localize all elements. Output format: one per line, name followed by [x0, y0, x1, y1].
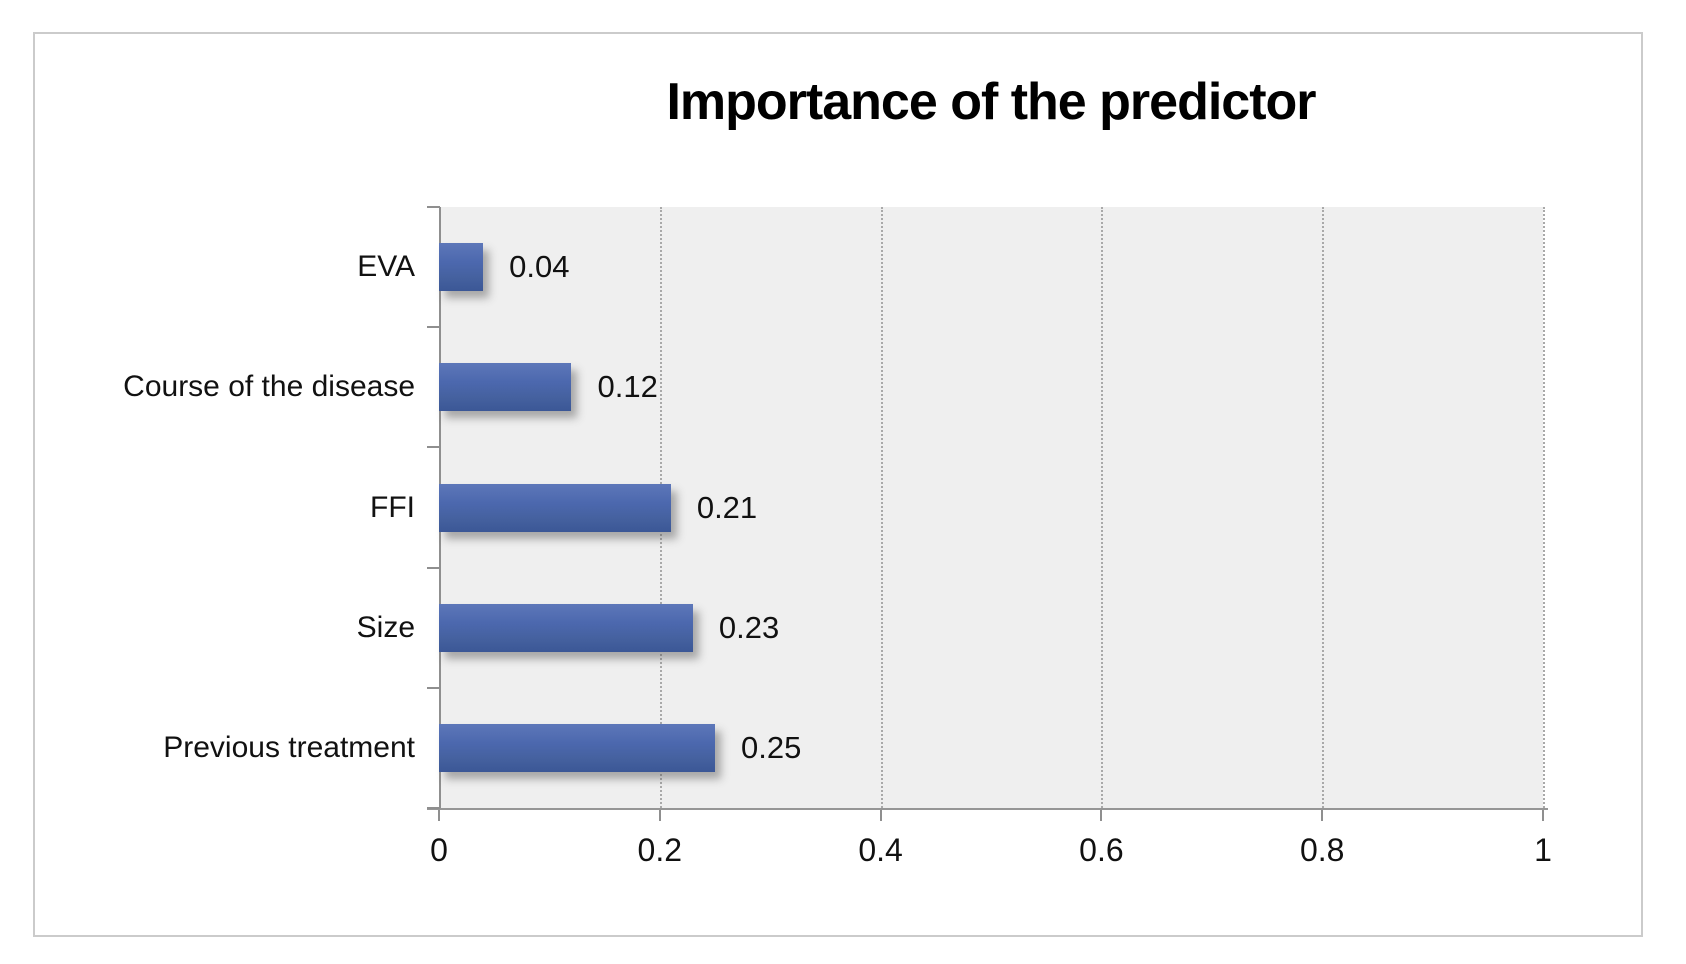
- category-label: FFI: [370, 490, 415, 524]
- data-label: 0.04: [509, 249, 570, 285]
- x-tick-label: 1: [1534, 832, 1552, 868]
- gridline-x-0.4: [880, 207, 883, 808]
- category-label: Previous treatment: [163, 730, 415, 764]
- data-label: 0.23: [718, 609, 780, 645]
- bar-eva: [439, 243, 484, 292]
- x-tick-mark: [438, 810, 440, 821]
- data-label: 0.25: [741, 729, 802, 765]
- bar-course-of-the-disease: [439, 363, 572, 412]
- x-tick-label: 0.4: [858, 832, 903, 868]
- bar-previous-treatment: [439, 723, 715, 772]
- gridline-x-1: [1543, 207, 1545, 808]
- x-tick-label: 0: [430, 832, 448, 868]
- x-tick-mark: [1542, 810, 1544, 821]
- x-tick-mark: [1100, 810, 1103, 821]
- bar-ffi: [439, 483, 671, 532]
- y-tick-mark: [427, 446, 440, 449]
- x-tick-label: 0.8: [1299, 832, 1345, 868]
- bar-size: [439, 603, 693, 652]
- x-tick-mark: [1321, 810, 1324, 821]
- y-tick-mark: [427, 807, 440, 809]
- y-tick-mark: [427, 566, 440, 569]
- x-tick-mark: [658, 810, 661, 821]
- y-tick-mark: [427, 206, 440, 208]
- x-tick-mark: [879, 810, 882, 821]
- x-tick-label: 0.6: [1079, 832, 1124, 868]
- data-label: 0.21: [696, 489, 758, 525]
- x-axis-line: [427, 808, 1548, 810]
- category-label: Size: [356, 610, 415, 644]
- category-label: Course of the disease: [123, 370, 415, 404]
- gridline-x-0.8: [1322, 207, 1325, 808]
- y-tick-mark: [427, 326, 440, 329]
- data-label: 0.12: [597, 369, 658, 405]
- x-tick-label: 0.2: [637, 832, 683, 868]
- gridline-x-0.6: [1101, 207, 1104, 808]
- category-label: EVA: [357, 250, 415, 284]
- chart-title: Importance of the predictor: [666, 73, 1316, 131]
- y-tick-mark: [427, 686, 440, 689]
